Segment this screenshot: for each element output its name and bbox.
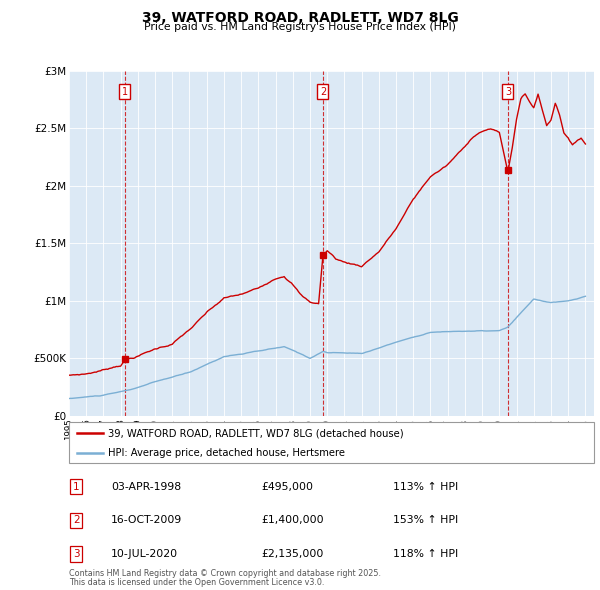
Text: £495,000: £495,000 (261, 482, 313, 491)
Text: This data is licensed under the Open Government Licence v3.0.: This data is licensed under the Open Gov… (69, 578, 325, 587)
FancyBboxPatch shape (69, 422, 594, 463)
Text: 1: 1 (122, 87, 128, 97)
Text: 153% ↑ HPI: 153% ↑ HPI (393, 516, 458, 525)
Text: 39, WATFORD ROAD, RADLETT, WD7 8LG: 39, WATFORD ROAD, RADLETT, WD7 8LG (142, 11, 458, 25)
Text: Contains HM Land Registry data © Crown copyright and database right 2025.: Contains HM Land Registry data © Crown c… (69, 569, 381, 578)
Text: Price paid vs. HM Land Registry's House Price Index (HPI): Price paid vs. HM Land Registry's House … (144, 22, 456, 32)
Text: 113% ↑ HPI: 113% ↑ HPI (393, 482, 458, 491)
Text: 118% ↑ HPI: 118% ↑ HPI (393, 549, 458, 559)
Text: 39, WATFORD ROAD, RADLETT, WD7 8LG (detached house): 39, WATFORD ROAD, RADLETT, WD7 8LG (deta… (109, 428, 404, 438)
Text: 3: 3 (73, 549, 80, 559)
Text: HPI: Average price, detached house, Hertsmere: HPI: Average price, detached house, Hert… (109, 448, 346, 458)
Text: 2: 2 (320, 87, 326, 97)
Text: 1: 1 (73, 482, 80, 491)
Text: 16-OCT-2009: 16-OCT-2009 (111, 516, 182, 525)
Text: 3: 3 (505, 87, 511, 97)
Text: 10-JUL-2020: 10-JUL-2020 (111, 549, 178, 559)
Text: 03-APR-1998: 03-APR-1998 (111, 482, 181, 491)
Text: 2: 2 (73, 516, 80, 525)
Text: £2,135,000: £2,135,000 (261, 549, 323, 559)
Text: £1,400,000: £1,400,000 (261, 516, 323, 525)
